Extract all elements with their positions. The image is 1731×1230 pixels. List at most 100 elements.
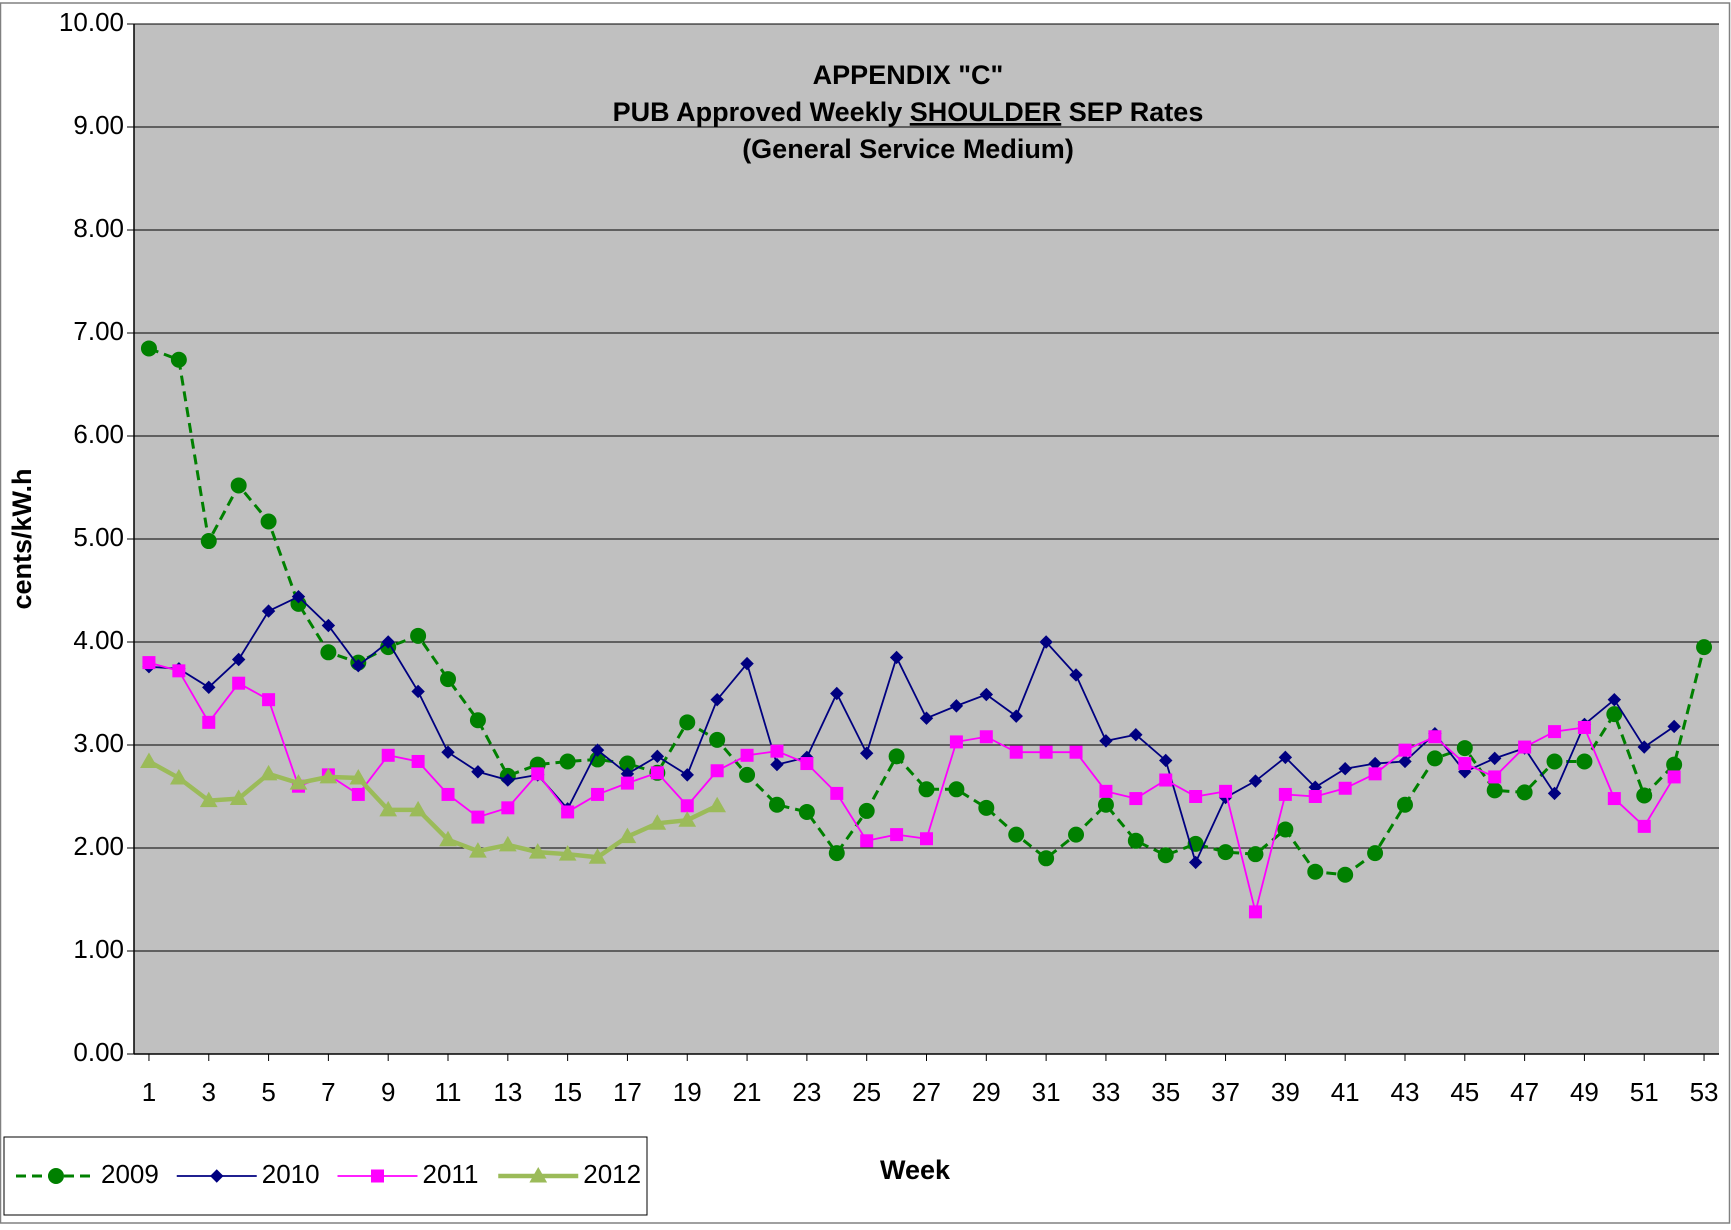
marker — [140, 752, 158, 768]
marker — [650, 749, 665, 764]
title-segment: SHOULDER — [910, 97, 1062, 127]
x-tick-label: 7 — [321, 1077, 335, 1107]
x-tick-label: 51 — [1630, 1077, 1659, 1107]
marker — [828, 845, 845, 862]
title-line: (General Service Medium) — [742, 134, 1074, 164]
marker — [1488, 751, 1502, 766]
x-tick-label: 9 — [381, 1077, 395, 1107]
marker — [948, 781, 965, 798]
marker — [1396, 796, 1413, 813]
marker — [498, 835, 517, 852]
y-tick-label: 0.00 — [73, 1037, 124, 1067]
x-tick-label: 17 — [613, 1077, 642, 1107]
marker — [1696, 639, 1713, 656]
legend-label: 2010 — [262, 1159, 320, 1189]
x-axis-label: Week — [880, 1155, 951, 1185]
marker — [1248, 905, 1262, 919]
marker — [1129, 792, 1143, 806]
marker — [1456, 740, 1473, 757]
marker — [1277, 821, 1294, 838]
marker — [1248, 774, 1263, 788]
marker — [888, 748, 905, 765]
marker — [321, 618, 336, 633]
x-tick-label: 29 — [972, 1077, 1001, 1107]
marker — [1278, 750, 1293, 765]
marker — [590, 743, 605, 757]
marker — [320, 644, 337, 661]
marker — [379, 800, 398, 817]
x-tick-label: 47 — [1510, 1077, 1539, 1107]
marker — [1458, 757, 1472, 771]
marker — [1486, 782, 1503, 799]
marker — [889, 650, 904, 665]
marker — [1547, 786, 1562, 801]
legend-label: 2011 — [423, 1159, 479, 1189]
marker — [229, 789, 248, 806]
marker — [678, 811, 697, 827]
marker — [979, 687, 994, 702]
marker — [588, 848, 607, 864]
marker — [890, 828, 904, 842]
marker — [1426, 750, 1443, 767]
title-segment: PUB Approved Weekly — [613, 97, 910, 127]
x-tick-label: 25 — [852, 1077, 881, 1107]
x-tick-label: 35 — [1151, 1077, 1180, 1107]
marker — [1247, 846, 1264, 863]
marker — [371, 1169, 384, 1183]
marker — [740, 748, 754, 762]
marker — [1217, 844, 1234, 861]
marker — [710, 692, 724, 707]
marker — [1367, 845, 1384, 862]
marker — [411, 754, 425, 768]
y-tick-label: 7.00 — [73, 316, 124, 346]
series-line — [148, 595, 1675, 865]
chart-title: APPENDIX "C" PUB Approved Weekly SHOULDER… — [613, 60, 1204, 164]
x-tick-label: 11 — [435, 1077, 462, 1107]
marker — [919, 711, 934, 725]
marker — [351, 787, 365, 801]
marker — [680, 799, 694, 813]
marker — [202, 680, 216, 695]
marker — [441, 745, 455, 759]
marker — [830, 686, 844, 701]
marker — [172, 664, 186, 678]
x-tick-label: 3 — [202, 1077, 216, 1107]
x-tick-label: 1 — [142, 1077, 156, 1107]
marker — [800, 757, 814, 771]
marker — [559, 753, 576, 770]
marker — [409, 800, 427, 817]
y-tick-label: 5.00 — [73, 522, 124, 552]
marker — [860, 834, 874, 848]
y-tick-label: 3.00 — [73, 728, 124, 758]
marker — [441, 787, 455, 801]
x-tick-label: 31 — [1032, 1077, 1061, 1107]
marker — [1219, 784, 1233, 798]
marker — [1488, 770, 1502, 784]
y-tick-label: 2.00 — [73, 831, 124, 861]
marker — [1009, 745, 1023, 759]
x-tick-label: 41 — [1331, 1077, 1360, 1107]
x-tick-label: 43 — [1391, 1077, 1420, 1107]
marker — [210, 1169, 224, 1183]
marker — [1189, 790, 1203, 803]
marker — [1039, 745, 1053, 759]
marker — [232, 676, 246, 690]
series-line — [148, 661, 1675, 913]
marker — [1129, 727, 1143, 742]
marker — [830, 786, 844, 800]
marker — [410, 627, 427, 644]
y-tick-label: 4.00 — [73, 625, 124, 655]
marker — [259, 764, 278, 781]
marker — [1546, 753, 1563, 770]
marker — [501, 773, 515, 787]
marker — [768, 796, 785, 813]
marker — [231, 652, 246, 667]
title-line: APPENDIX "C" — [813, 60, 1004, 90]
y-tick-label: 8.00 — [73, 213, 124, 243]
marker — [561, 805, 575, 819]
marker — [1038, 850, 1055, 867]
x-tick-label: 27 — [912, 1077, 941, 1107]
marker — [798, 803, 815, 820]
marker — [1516, 784, 1533, 801]
y-tick-label: 10.00 — [59, 7, 124, 37]
